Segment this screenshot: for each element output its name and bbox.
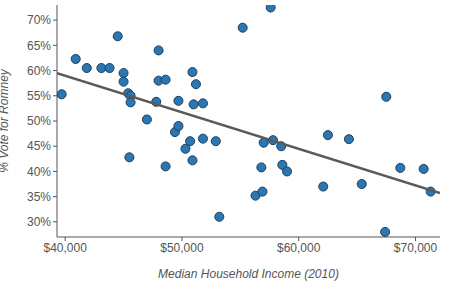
svg-text:50%: 50% xyxy=(27,114,51,128)
svg-text:70%: 70% xyxy=(27,13,51,27)
svg-text:$40,000: $40,000 xyxy=(43,241,87,255)
svg-text:65%: 65% xyxy=(27,39,51,53)
svg-text:30%: 30% xyxy=(27,215,51,229)
svg-text:40%: 40% xyxy=(27,165,51,179)
svg-text:Median Household Income (2010): Median Household Income (2010) xyxy=(158,267,339,281)
svg-text:$60,000: $60,000 xyxy=(277,241,321,255)
svg-text:$50,000: $50,000 xyxy=(160,241,204,255)
svg-text:35%: 35% xyxy=(27,190,51,204)
svg-text:45%: 45% xyxy=(27,139,51,153)
svg-text:$70,000: $70,000 xyxy=(394,241,438,255)
svg-text:% Vote for Romney: % Vote for Romney xyxy=(8,68,11,173)
svg-text:60%: 60% xyxy=(27,64,51,78)
svg-text:55%: 55% xyxy=(27,89,51,103)
